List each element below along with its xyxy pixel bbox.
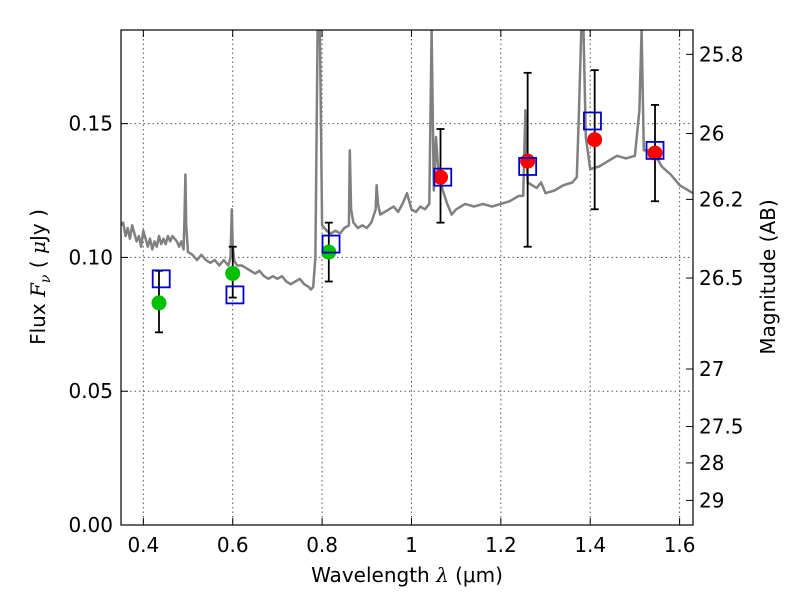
model-photometry-box bbox=[151, 269, 171, 289]
plot-background bbox=[121, 30, 693, 525]
red-data-point bbox=[647, 145, 663, 161]
mag-tick-label: 27 bbox=[699, 357, 724, 381]
mag-tick-label: 27.5 bbox=[699, 415, 744, 439]
x-tick-label: 1 bbox=[405, 533, 418, 557]
y-tick-label: 0.15 bbox=[68, 112, 113, 136]
mag-tick-label: 25.8 bbox=[699, 42, 744, 66]
y-axis-title: Flux Fν ( μJy ) bbox=[26, 209, 54, 345]
x-tick-label: 1.4 bbox=[574, 533, 606, 557]
mag-tick-label: 26 bbox=[699, 122, 724, 146]
red-data-point bbox=[520, 153, 536, 169]
model-photometry-box bbox=[225, 285, 245, 305]
green-data-point bbox=[225, 265, 241, 281]
red-data-point bbox=[433, 169, 449, 185]
x-axis-ticks: 0.4 0.6 0.8 1 1.2 1.4 1.6 bbox=[127, 30, 696, 557]
mag-tick-label: 26.2 bbox=[699, 187, 744, 211]
y-tick-label: 0.10 bbox=[68, 245, 113, 269]
model-photometry-box bbox=[433, 167, 453, 187]
green-data-point bbox=[151, 295, 167, 311]
mag-tick-label: 26.5 bbox=[699, 266, 744, 290]
plot-frame bbox=[120, 29, 694, 526]
x-tick-label: 0.8 bbox=[306, 533, 338, 557]
model-photometry-boxes bbox=[151, 111, 665, 305]
x-tick-label: 0.6 bbox=[217, 533, 249, 557]
green-points bbox=[151, 244, 337, 311]
red-data-point bbox=[587, 132, 603, 148]
model-spectrum-line bbox=[121, 30, 693, 291]
model-photometry-box bbox=[645, 141, 665, 160]
magnitude-axis-ticks: 25.8 26 26.2 26.5 27 27.5 28 29 bbox=[686, 42, 744, 512]
model-photometry-box bbox=[583, 111, 602, 131]
x-tick-label: 1.2 bbox=[485, 533, 517, 557]
mag-tick-label: 28 bbox=[699, 451, 724, 475]
y-tick-label: 0.05 bbox=[68, 379, 113, 403]
mag-tick-label: 29 bbox=[699, 488, 724, 512]
model-photometry-box bbox=[518, 157, 538, 176]
x-tick-label: 1.6 bbox=[664, 533, 696, 557]
model-photometry-box bbox=[321, 234, 341, 254]
y-axis-ticks: 0.00 0.05 0.10 0.15 bbox=[68, 112, 128, 537]
red-points bbox=[433, 132, 663, 185]
x-tick-label: 0.4 bbox=[127, 533, 159, 557]
magnitude-axis-title: Magnitude (AB) bbox=[756, 199, 780, 354]
y-tick-label: 0.00 bbox=[68, 513, 113, 537]
x-axis-title: Wavelength λ (μm) bbox=[311, 563, 503, 587]
